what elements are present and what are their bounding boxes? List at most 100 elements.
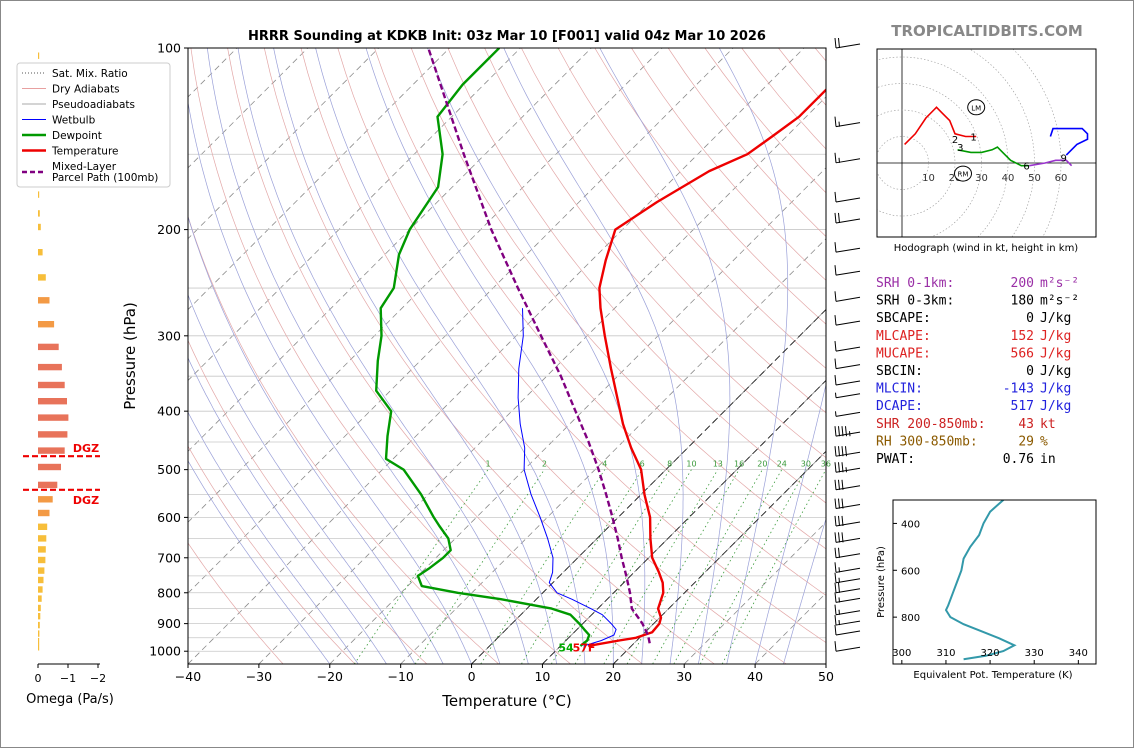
mixing-ratio-line <box>574 469 692 664</box>
wind-barb <box>834 37 861 49</box>
wind-barb-halfflag <box>838 577 840 583</box>
hodograph-height-label: 1 <box>970 133 976 144</box>
wind-barb <box>834 446 861 457</box>
omega-bar <box>38 274 46 281</box>
wind-barb-flag <box>841 426 844 437</box>
wind-barb <box>834 116 861 128</box>
wind-barbs <box>834 37 861 652</box>
wind-barb <box>834 562 861 573</box>
parameter-value: 0 <box>1026 311 1034 326</box>
theta-e-x-tick-label: 340 <box>1069 648 1088 659</box>
isotherm-line <box>258 96 826 664</box>
omega-bar <box>38 613 41 620</box>
wind-barb-staff <box>835 578 861 584</box>
pseudoadiabat-line <box>188 293 416 664</box>
parameter-value: -143 <box>1003 382 1034 397</box>
mixing-ratio-label: 1 <box>485 460 490 469</box>
wind-barb-staff <box>835 346 861 352</box>
theta-e-x-tick-label: 300 <box>892 648 911 659</box>
wind-barb-flag <box>834 641 837 652</box>
parameter-row: RH 300-850mb: 29% <box>876 434 1048 449</box>
reference-isotherm <box>613 450 826 664</box>
legend-items: Sat. Mix. Ratio Dry Adiabats Pseudoadiabat… <box>22 68 158 184</box>
theta-e-xlabel: Equivalent Pot. Temperature (K) <box>913 670 1072 681</box>
skewt-ylabel: Pressure (hPa) <box>121 302 139 410</box>
parameter-value: 0 <box>1026 364 1034 379</box>
temperature-tick-label: 10 <box>534 669 550 684</box>
chart-title: HRRR Sounding at KDKB Init: 03z Mar 10 [… <box>248 29 766 44</box>
mixing-ratio-line <box>652 469 763 664</box>
wind-barb-halfflag <box>835 411 837 417</box>
wind-barb <box>834 515 861 527</box>
dry-adiabat-line <box>741 48 826 150</box>
wind-barb-flag <box>841 446 844 457</box>
wind-barb-flag <box>845 446 847 457</box>
hodograph-ring <box>1012 49 1062 237</box>
dry-adiabats <box>188 48 826 664</box>
mixing-ratio-label: 8 <box>667 460 672 469</box>
omega-bar <box>38 447 65 454</box>
wind-barb-flag <box>834 315 837 326</box>
omega-bar <box>38 586 43 593</box>
hodograph-rings: 10 20 30 40 50 60 <box>877 49 1096 237</box>
mixing-ratio-label: 10 <box>686 460 696 469</box>
hodograph-height-label: 6 <box>1023 162 1029 173</box>
omega-bar <box>38 431 68 438</box>
wind-barb-staff <box>835 122 861 128</box>
parameter-row: PWAT: 0.76 in <box>876 452 1056 467</box>
parameter-unit: J/kg <box>1040 329 1071 344</box>
temperature-tick-label: −40 <box>175 669 201 684</box>
parameter-row: SRH 0-1km: 200 m²s⁻² <box>876 276 1079 291</box>
pressure-tick-label: 600 <box>157 510 181 525</box>
parameter-label: SRH 0-1km: <box>876 276 954 291</box>
wind-barb-staff <box>835 247 861 253</box>
pseudoadiabat-line <box>754 382 826 664</box>
pseudoadiabat-line <box>237 48 529 664</box>
pseudoadiabat-line <box>503 48 684 664</box>
omega-bar <box>38 52 40 59</box>
pseudoadiabats <box>188 48 826 664</box>
parameter-unit: J/kg <box>1040 364 1071 379</box>
isotherm-line <box>188 48 379 240</box>
dry-adiabat-line <box>190 48 571 664</box>
dry-adiabat-line <box>188 542 284 664</box>
wind-barb-flag <box>841 532 844 543</box>
hodograph-caption: Hodograph (wind in kt, height in km) <box>894 243 1079 254</box>
wind-barb-staff <box>835 451 861 457</box>
wind-barb-flag <box>834 624 837 636</box>
parameter-label: PWAT: <box>876 452 915 467</box>
wind-barb-flag <box>834 116 837 127</box>
reference-isotherm <box>542 379 826 664</box>
temperature-tick-label: −30 <box>246 669 272 684</box>
isotherm-line <box>188 48 309 169</box>
mixing-ratio-line <box>699 469 807 664</box>
parameter-value: 517 <box>1011 399 1034 414</box>
skewt-xlabel: Temperature (°C) <box>441 692 571 710</box>
isotherm-line <box>188 48 734 594</box>
legend-label: Mixed-Layer <box>52 161 117 173</box>
temperature-tick-label: 20 <box>605 669 621 684</box>
wind-barb-staff <box>835 218 861 224</box>
parameter-value: 180 <box>1011 294 1034 309</box>
wind-barb-flag <box>834 265 837 276</box>
omega-bar <box>38 297 50 304</box>
parameter-row: DCAPE: 517 J/kg <box>876 399 1071 414</box>
parameter-value: 43 <box>1018 417 1034 432</box>
parameter-row: SBCAPE: 0 J/kg <box>876 311 1071 326</box>
dry-adiabat-line <box>374 48 826 596</box>
wind-barb <box>834 624 861 636</box>
pseudoadiabat-line <box>188 460 331 664</box>
wind-barb-flag <box>834 515 837 527</box>
wind-barb-staff <box>835 553 861 559</box>
mixing-ratio-line <box>673 469 783 664</box>
wind-barb <box>834 242 861 253</box>
parameter-row: MUCAPE: 566 J/kg <box>876 346 1071 361</box>
dry-adiabat-line <box>447 48 826 504</box>
omega-bar <box>38 414 69 421</box>
isotherm-line <box>825 663 826 664</box>
wind-barb-flag <box>841 515 844 527</box>
hodograph-height-label: 9 <box>1061 154 1067 165</box>
hodograph-ring <box>877 109 956 217</box>
wind-barb-flag <box>838 212 840 224</box>
